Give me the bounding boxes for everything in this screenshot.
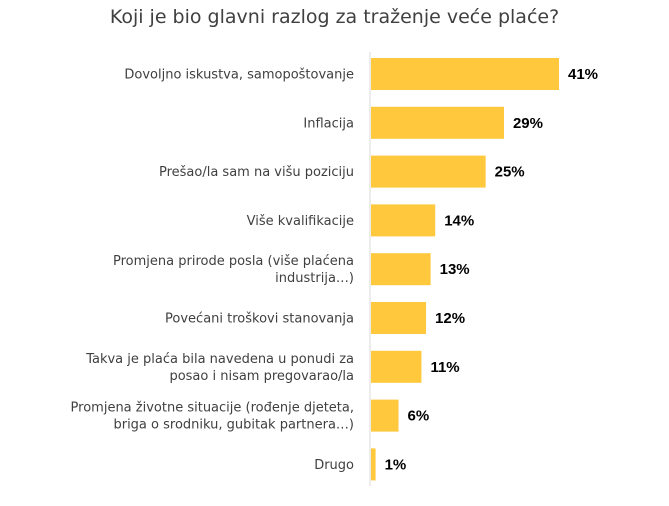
bar [371, 350, 422, 383]
bar [371, 155, 486, 188]
bar [371, 253, 431, 286]
data-label: 11% [430, 359, 459, 376]
category-label: Dovoljno iskustva, samopoštovanje [124, 68, 354, 83]
data-label: 1% [385, 456, 407, 473]
category-label: Promjena prirode posla (više plaćena [113, 254, 354, 269]
category-label: industrija…) [275, 271, 354, 286]
data-label: 6% [408, 408, 430, 425]
category-label: Povećani troškovi stanovanja [165, 312, 354, 327]
bar [371, 302, 427, 334]
bar [371, 399, 399, 432]
category-label: Više kvalifikacije [247, 214, 354, 229]
chart-title: Koji je bio glavni razlog za traženje ve… [109, 6, 560, 28]
category-label: Inflacija [303, 116, 354, 131]
category-label: Drugo [314, 458, 354, 473]
bar [371, 106, 504, 139]
data-label: 41% [568, 66, 598, 83]
data-label: 29% [513, 115, 543, 132]
data-label: 14% [444, 212, 474, 229]
data-label: 13% [440, 261, 470, 278]
category-label: Prešao/la sam na višu poziciju [159, 165, 354, 180]
data-label: 12% [435, 310, 465, 327]
category-label: posao i nisam pregovarao/la [169, 369, 354, 384]
bar [371, 58, 559, 90]
bar [371, 204, 436, 237]
category-label: briga o srodniku, gubitak partnera…) [113, 418, 354, 433]
category-label: Takva je plaća bila navedena u ponudi za [85, 352, 354, 367]
bar [371, 448, 376, 481]
data-label: 25% [495, 164, 525, 181]
category-label: Promjena životne situacije (rođenje djet… [71, 401, 354, 416]
